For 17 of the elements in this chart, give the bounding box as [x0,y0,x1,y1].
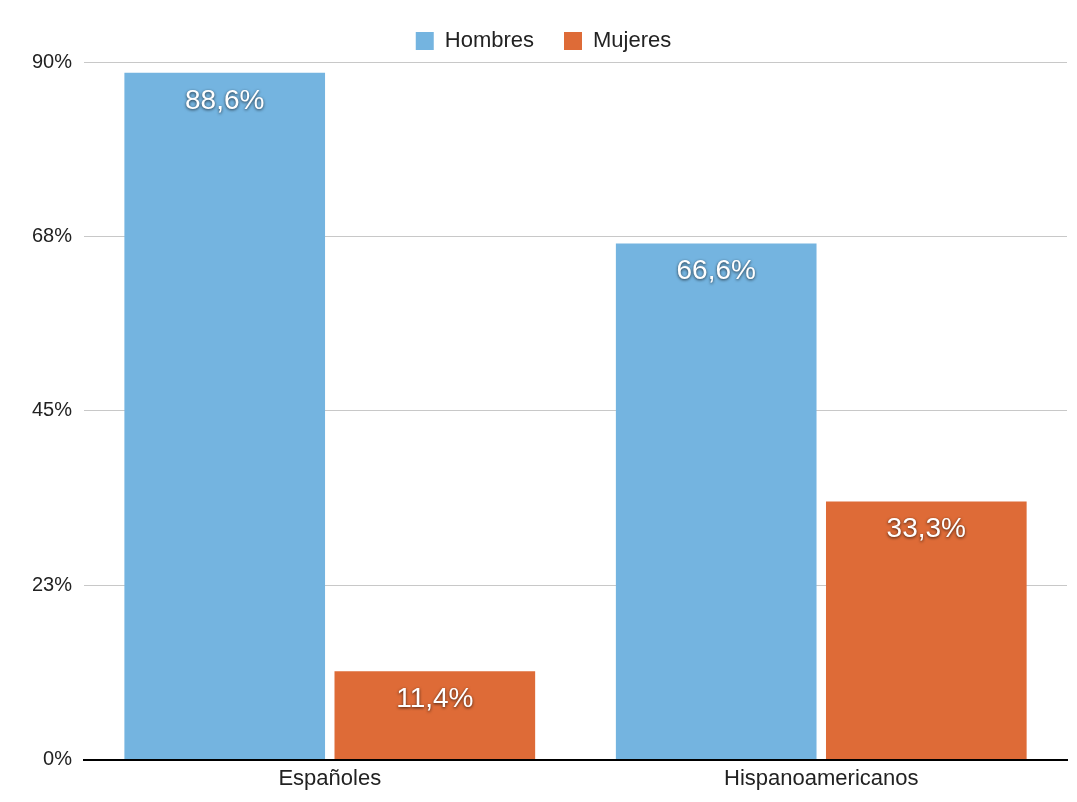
y-tick-label: 23% [32,572,73,595]
data-label: 66,6% [676,254,756,286]
bar [334,671,536,760]
y-tick-label: 68% [32,223,73,246]
x-tick-label: Hispanoamericanos [724,764,919,790]
x-tick-label: Españoles [278,764,382,790]
bar [124,72,326,760]
legend-label: Mujeres [593,27,672,53]
y-tick-label: 0% [43,747,73,770]
y-tick-label: 45% [32,398,73,421]
bar [615,243,817,760]
y-tick-label: 90% [32,49,73,72]
bar [825,501,1027,760]
data-label: 88,6% [185,83,265,115]
data-label: 33,3% [886,512,967,544]
legend-label: Hombres [444,27,534,53]
data-label: 11,4% [396,681,474,713]
